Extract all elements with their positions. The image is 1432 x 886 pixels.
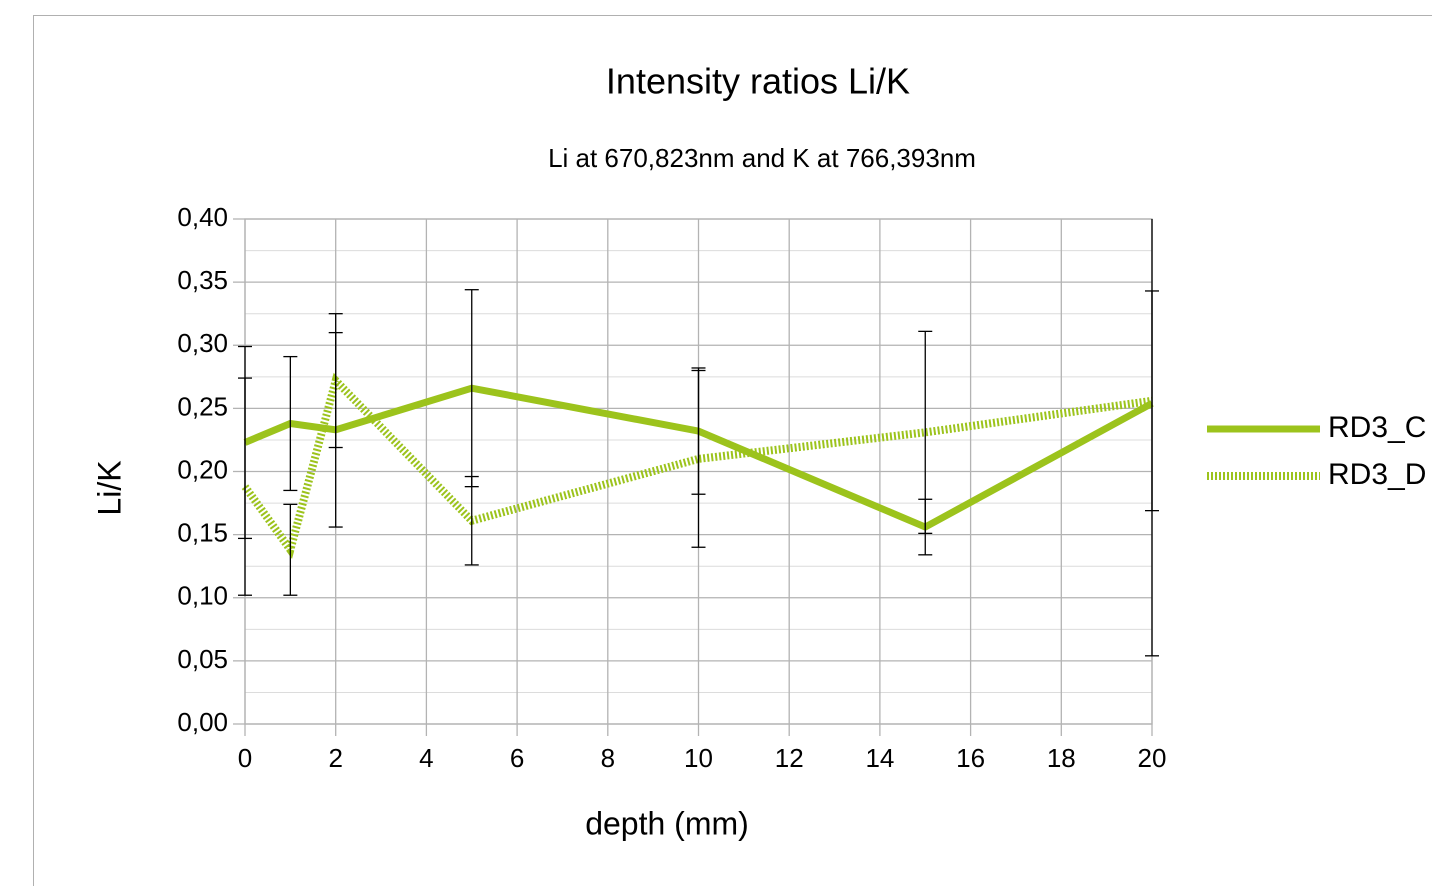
y-tick-label: 0,20	[177, 454, 228, 484]
x-tick-label: 6	[510, 743, 524, 773]
chart: Intensity ratios Li/K Li at 670,823nm an…	[91, 61, 1426, 842]
y-tick-label: 0,10	[177, 581, 228, 611]
x-tick-label: 4	[419, 743, 433, 773]
x-tick-label: 18	[1047, 743, 1076, 773]
x-tick-label: 12	[775, 743, 804, 773]
y-tick-label: 0,00	[177, 707, 228, 737]
y-tick-label: 0,15	[177, 518, 228, 548]
x-tick-label: 0	[238, 743, 252, 773]
chart-title: Intensity ratios Li/K	[606, 61, 910, 102]
x-tick-label: 8	[601, 743, 615, 773]
chart-frame	[33, 15, 1432, 886]
y-axis-label: Li/K	[91, 460, 127, 515]
legend-label: RD3_C	[1328, 411, 1426, 444]
x-tick-label: 20	[1138, 743, 1167, 773]
y-tick-label: 0,40	[177, 202, 228, 232]
legend-label: RD3_D	[1328, 458, 1426, 491]
x-tick-label: 2	[328, 743, 342, 773]
chart-subtitle: Li at 670,823nm and K at 766,393nm	[548, 143, 976, 173]
page: Intensity ratios Li/K Li at 670,823nm an…	[33, 15, 1432, 886]
x-tick-label: 14	[865, 743, 894, 773]
y-tick-label: 0,05	[177, 644, 228, 674]
x-tick-label: 10	[684, 743, 713, 773]
y-tick-label: 0,35	[177, 265, 228, 295]
x-tick-label: 16	[956, 743, 985, 773]
y-tick-label: 0,25	[177, 391, 228, 421]
y-tick-label: 0,30	[177, 328, 228, 358]
x-axis-label: depth (mm)	[585, 805, 749, 841]
